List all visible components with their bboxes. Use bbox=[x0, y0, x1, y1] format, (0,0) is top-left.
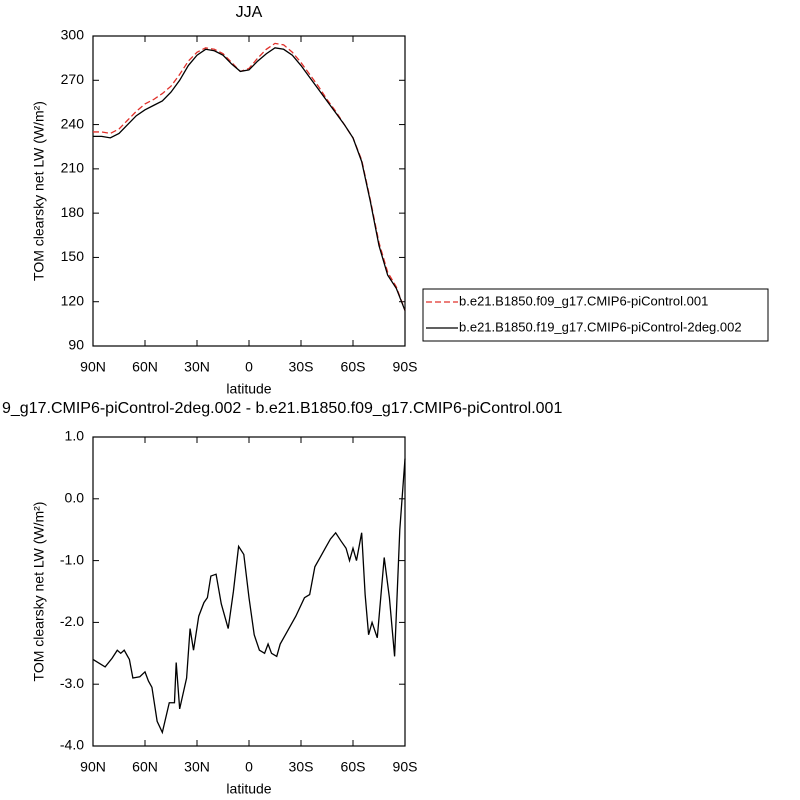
data-line bbox=[92, 458, 406, 735]
legend-box bbox=[422, 288, 769, 342]
chart-title: 9_g17.CMIP6-piControl-2deg.002 - b.e21.B… bbox=[2, 400, 562, 417]
data-line bbox=[93, 42, 406, 311]
plot-frame bbox=[92, 436, 406, 747]
y-tick-label: 270 bbox=[61, 71, 85, 87]
x-tick-label: 90S bbox=[393, 359, 418, 375]
legend-label: b.e21.B1850.f19_g17.CMIP6-piControl-2deg… bbox=[459, 319, 742, 334]
x-tick-label: 30N bbox=[184, 759, 210, 775]
x-tick-label: 60N bbox=[132, 359, 158, 375]
y-axis-label: TOM clearsky net LW (W/m²) bbox=[31, 502, 47, 682]
y-tick-label: 240 bbox=[61, 115, 85, 131]
y-tick-label: 210 bbox=[61, 160, 85, 176]
y-tick-label: 180 bbox=[61, 204, 85, 220]
x-tick-label: 0 bbox=[245, 359, 253, 375]
x-tick-label: 30N bbox=[184, 359, 210, 375]
y-tick-label: 300 bbox=[61, 27, 85, 43]
y-tick-label: -4.0 bbox=[60, 737, 84, 753]
data-line bbox=[93, 47, 406, 311]
y-tick-label: 150 bbox=[61, 248, 85, 264]
y-axis-label: TOM clearsky net LW (W/m²) bbox=[31, 101, 47, 281]
x-tick-label: 90S bbox=[393, 759, 418, 775]
y-tick-label: -3.0 bbox=[60, 675, 84, 691]
y-tick-label: 1.0 bbox=[65, 428, 85, 444]
y-tick-label: 90 bbox=[68, 337, 84, 353]
legend-label: b.e21.B1850.f09_g17.CMIP6-piControl.001 bbox=[459, 293, 708, 308]
y-tick-label: -1.0 bbox=[60, 551, 84, 567]
x-tick-label: 60S bbox=[341, 759, 366, 775]
x-tick-label: 60S bbox=[341, 359, 366, 375]
chart-title: JJA bbox=[236, 4, 263, 21]
plot-frame bbox=[92, 35, 406, 347]
y-tick-label: -2.0 bbox=[60, 613, 84, 629]
y-tick-label: 120 bbox=[61, 292, 85, 308]
x-tick-label: 30S bbox=[289, 759, 314, 775]
x-tick-label: 60N bbox=[132, 759, 158, 775]
x-tick-label: 30S bbox=[289, 359, 314, 375]
x-tick-label: 0 bbox=[245, 759, 253, 775]
x-axis-label: latitude bbox=[226, 781, 271, 797]
x-tick-label: 90N bbox=[80, 359, 106, 375]
y-tick-label: 0.0 bbox=[65, 490, 85, 506]
x-tick-label: 90N bbox=[80, 759, 106, 775]
x-axis-label: latitude bbox=[226, 381, 271, 397]
